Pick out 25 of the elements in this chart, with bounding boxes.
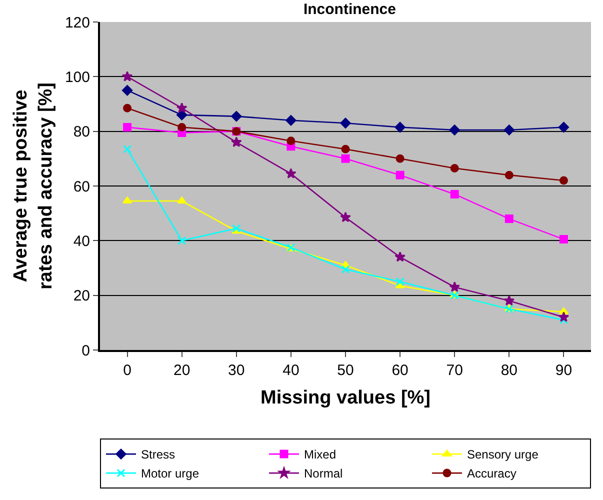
chart-title: Incontinence — [303, 1, 396, 18]
legend-label: Stress — [141, 448, 176, 462]
legend-label: Motor urge — [141, 466, 200, 481]
x-tick-label: 70 — [446, 362, 463, 379]
x-tick-label: 30 — [228, 362, 245, 379]
y-tick-label: 100 — [64, 68, 90, 86]
x-tick-label: 60 — [392, 362, 408, 379]
x-tick-label: 80 — [500, 362, 518, 379]
y-axis-title: Average true positive rates and accuracy [%] — [10, 82, 56, 290]
x-tick-label: 50 — [337, 362, 354, 379]
x-tick-label: 20 — [173, 362, 190, 379]
legend-label: Mixed — [304, 448, 336, 462]
y-tick-label: 20 — [73, 288, 90, 305]
x-tick-label: 40 — [282, 362, 300, 379]
y-tick-label: 60 — [73, 178, 90, 196]
legend-label: Accuracy — [467, 466, 516, 481]
y-tick-label: 0 — [82, 342, 90, 360]
x-tick-label: 90 — [555, 362, 572, 379]
x-tick-label: 0 — [123, 362, 132, 379]
y-tick-label: 120 — [64, 14, 90, 32]
y-tick-label: 80 — [73, 124, 90, 141]
legend-label: Normal — [304, 466, 343, 481]
y-tick-label: 40 — [73, 232, 90, 250]
x-axis-title: Missing values [%] — [260, 387, 430, 408]
legend-label: Sensory urge — [467, 448, 539, 462]
